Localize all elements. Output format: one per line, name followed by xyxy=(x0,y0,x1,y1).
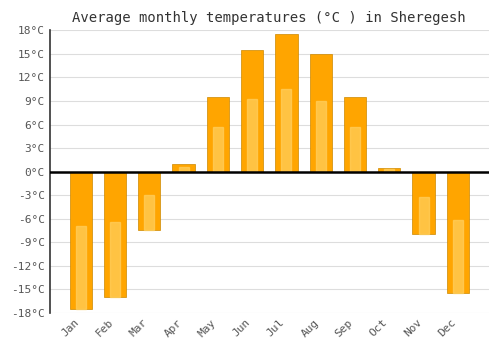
Bar xyxy=(350,127,360,172)
Bar xyxy=(76,226,86,309)
Bar xyxy=(241,50,264,172)
Bar xyxy=(213,127,223,172)
Bar xyxy=(310,54,332,172)
Bar xyxy=(316,101,326,172)
Bar xyxy=(172,164,195,172)
Bar xyxy=(104,172,126,297)
Bar xyxy=(384,169,394,171)
Bar xyxy=(418,197,428,234)
Bar xyxy=(70,172,92,309)
Bar xyxy=(412,172,434,234)
Bar xyxy=(110,222,120,297)
Bar xyxy=(446,172,469,293)
Bar xyxy=(178,167,188,172)
Bar xyxy=(207,97,229,172)
Bar xyxy=(138,172,160,230)
Bar xyxy=(453,220,463,293)
Bar xyxy=(247,99,257,172)
Title: Average monthly temperatures (°C ) in Sheregesh: Average monthly temperatures (°C ) in Sh… xyxy=(72,11,466,25)
Bar xyxy=(344,97,366,172)
Bar xyxy=(276,34,297,172)
Bar xyxy=(378,168,400,172)
Bar xyxy=(282,89,292,172)
Bar xyxy=(144,195,154,230)
